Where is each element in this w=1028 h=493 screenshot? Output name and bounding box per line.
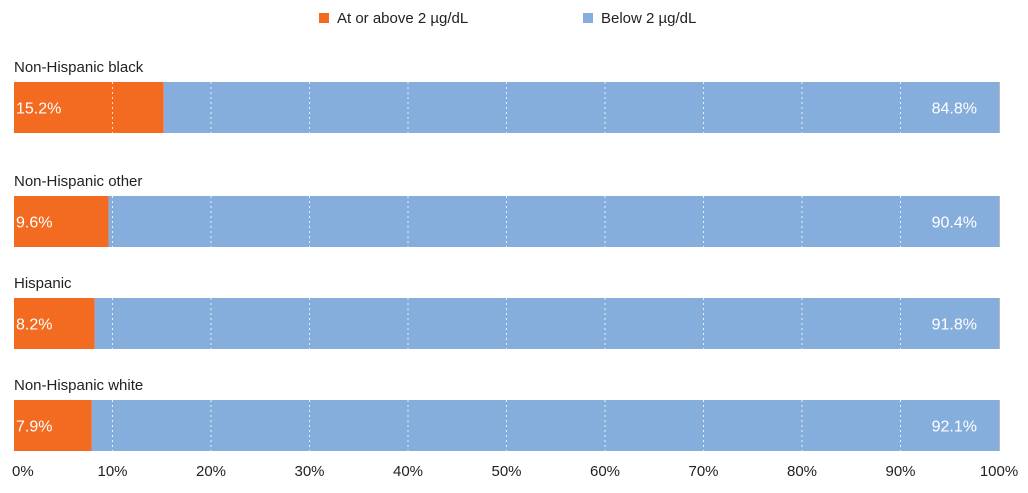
data-label-1-0: 84.8% [932, 101, 977, 118]
x-tick-label-3: 30% [294, 463, 324, 480]
category-label-0: Non-Hispanic black [14, 59, 144, 76]
x-tick-label-7: 70% [688, 463, 718, 480]
x-tick-label-10: 100% [980, 463, 1018, 480]
gridlines [112, 82, 901, 451]
x-tick-label-9: 90% [885, 463, 915, 480]
x-axis: 0% 10% 20% 30% 40% 50% 60% 70% 80% 90% 100% [12, 82, 1018, 480]
x-tick-label-5: 50% [491, 463, 521, 480]
legend-label-0: At or above 2 µg/dL [337, 10, 468, 27]
bar-segment-1-1 [108, 196, 999, 247]
bars [14, 82, 1000, 451]
bar-segment-0-1 [14, 196, 109, 247]
bar-segment-1-2 [94, 298, 999, 349]
legend-swatch-0 [319, 13, 329, 23]
category-label-3: Non-Hispanic white [14, 377, 143, 394]
x-tick-label-1: 10% [97, 463, 127, 480]
x-tick-label-0: 0% [12, 463, 34, 480]
data-label-0-2: 8.2% [16, 317, 52, 334]
x-tick-label-8: 80% [787, 463, 817, 480]
legend-swatch-1 [583, 13, 593, 23]
data-labels: Non-Hispanic black 15.2% 84.8% Non-Hispanic… [14, 59, 977, 436]
data-label-0-3: 7.9% [16, 419, 52, 436]
data-label-0-0: 15.2% [16, 101, 61, 118]
data-label-1-3: 92.1% [932, 419, 977, 436]
x-tick-label-2: 20% [196, 463, 226, 480]
category-label-2: Hispanic [14, 275, 72, 292]
data-label-0-1: 9.6% [16, 215, 52, 232]
data-label-1-2: 91.8% [932, 317, 977, 334]
legend-label-1: Below 2 µg/dL [601, 10, 696, 27]
bar-segment-0-2 [14, 298, 95, 349]
x-tick-label-6: 60% [590, 463, 620, 480]
x-tick-label-4: 40% [393, 463, 423, 480]
bar-segment-0-0 [14, 82, 164, 133]
data-label-1-1: 90.4% [932, 215, 977, 232]
bar-segment-1-3 [91, 400, 999, 451]
bar-segment-1-0 [163, 82, 1000, 133]
category-label-1: Non-Hispanic other [14, 173, 142, 190]
legend: At or above 2 µg/dL Below 2 µg/dL [319, 10, 696, 27]
bar-segment-0-3 [14, 400, 92, 451]
